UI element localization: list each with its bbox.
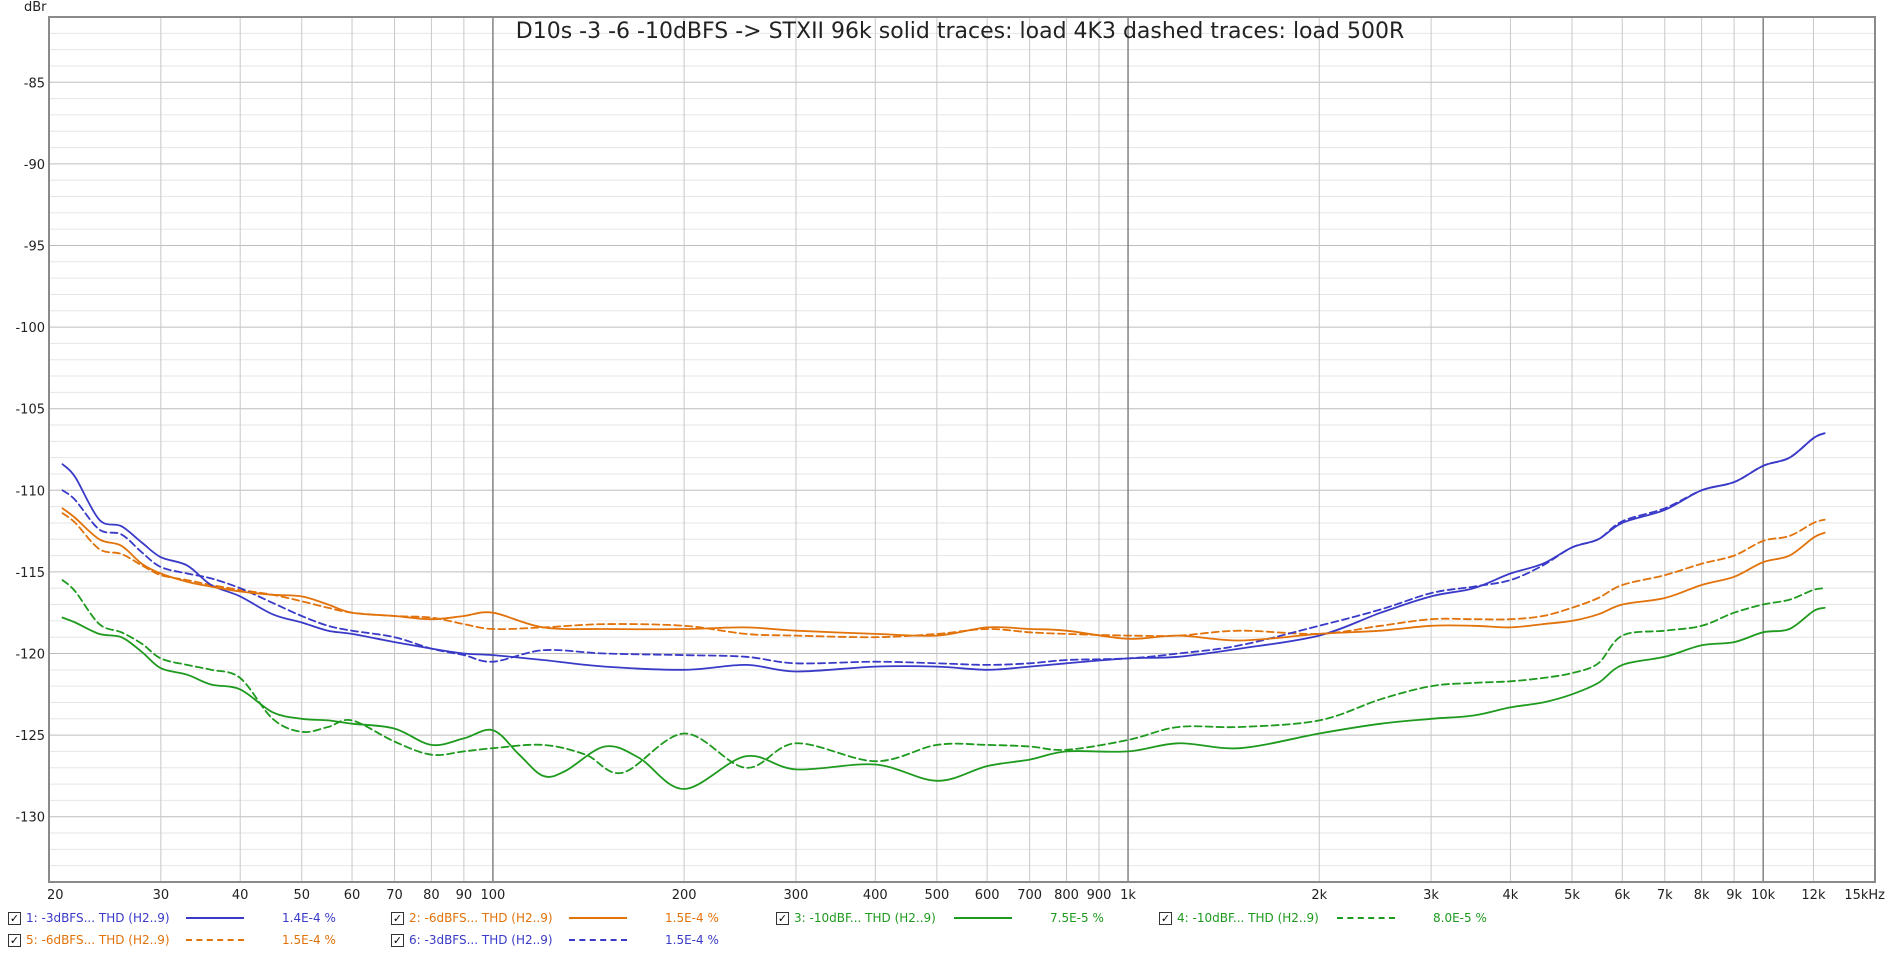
series-visibility-checkbox[interactable]: ✓ [776,911,789,925]
legend-series-value: 1.5E-4 % [282,933,336,947]
y-tick-label: -95 [24,239,45,254]
x-tick-label: 600 [975,888,1000,903]
series-line-4 [61,579,1826,775]
x-tick-label: 500 [924,888,949,903]
legend-series-label: 5: -6dBFS... THD (H2..9) [26,933,170,947]
y-axis-label: dBr [24,0,47,15]
legend-series-label: 4: -10dBF... THD (H2..9) [1177,911,1319,925]
y-tick-label: -90 [24,158,45,173]
series-line-2 [61,507,1826,642]
x-tick-label: 3k [1423,888,1439,903]
legend-series-label: 1: -3dBFS... THD (H2..9) [26,911,170,925]
legend-series-value: 1.4E-4 % [282,911,336,925]
x-tick-label: 15kHz [1844,888,1885,903]
grid-layer [49,16,1875,883]
x-tick-label: 70 [386,888,403,903]
x-tick-label: 90 [456,888,473,903]
legend-series-label: 3: -10dBF... THD (H2..9) [794,911,936,925]
legend-line-swatch [186,939,244,941]
y-tick-label: -115 [15,566,45,581]
series-visibility-checkbox[interactable]: ✓ [391,933,404,947]
x-tick-label: 80 [423,888,440,903]
series-line-5 [61,512,1826,639]
series-visibility-checkbox[interactable]: ✓ [8,911,21,925]
legend-line-swatch [954,917,1012,919]
x-tick-label: 40 [232,888,249,903]
legend-series-label: 2: -6dBFS... THD (H2..9) [409,911,553,925]
legend: ✓ 1: -3dBFS... THD (H2..9) 1.4E-4 % ✓ 2: -6d… [0,908,1900,954]
x-tick-label: 10k [1751,888,1776,903]
chart-title: D10s -3 -6 -10dBFS -> STXII 96k solid tr… [516,19,1404,44]
x-tick-label: 60 [344,888,361,903]
y-tick-label: -100 [15,321,45,336]
legend-item: ✓ 3: -10dBF... THD (H2..9) 7.5E-5 % [776,908,1120,928]
x-tick-label: 7k [1657,888,1673,903]
y-tick-label: -105 [15,403,45,418]
series-line-3 [61,606,1826,790]
x-tick-label: 1k [1120,888,1136,903]
legend-line-swatch [1337,917,1395,919]
legend-line-swatch [569,939,627,941]
x-tick-label: 100 [481,888,506,903]
x-axis-ticks: 20 30 40 50 60 70 80 90 100 200 300 400 500 600 700 800… [47,888,1885,903]
legend-line-swatch [569,917,627,919]
x-tick-label: 8k [1694,888,1710,903]
legend-line-swatch [186,917,244,919]
x-tick-label: 12k [1801,888,1826,903]
y-axis-ticks: -85 -90 -95 -100 -105 -110 -115 -120 -125 -130 [15,76,45,825]
y-tick-label: -85 [24,76,45,91]
legend-item: ✓ 6: -3dBFS... THD (H2..9) 1.5E-4 % [391,930,735,950]
y-tick-label: -125 [15,729,45,744]
series-visibility-checkbox[interactable]: ✓ [8,933,21,947]
legend-item: ✓ 5: -6dBFS... THD (H2..9) 1.5E-4 % [8,930,352,950]
x-tick-label: 4k [1503,888,1519,903]
legend-series-value: 7.5E-5 % [1050,911,1104,925]
x-tick-label: 6k [1614,888,1630,903]
series-layer [61,432,1826,790]
x-tick-label: 800 [1054,888,1079,903]
legend-item: ✓ 1: -3dBFS... THD (H2..9) 1.4E-4 % [8,908,352,928]
x-tick-label: 200 [672,888,697,903]
x-tick-label: 700 [1017,888,1042,903]
series-visibility-checkbox[interactable]: ✓ [1159,911,1172,925]
y-tick-label: -120 [15,648,45,663]
x-tick-label: 5k [1564,888,1580,903]
x-tick-label: 2k [1311,888,1327,903]
x-tick-label: 400 [863,888,888,903]
x-tick-label: 50 [293,888,310,903]
x-tick-label: 30 [153,888,170,903]
plot-frame [48,16,1876,883]
x-tick-label: 900 [1087,888,1112,903]
y-tick-label: -110 [15,484,45,499]
legend-item: ✓ 4: -10dBF... THD (H2..9) 8.0E-5 % [1159,908,1503,928]
series-visibility-checkbox[interactable]: ✓ [391,911,404,925]
legend-series-label: 6: -3dBFS... THD (H2..9) [409,933,553,947]
x-tick-label: 20 [47,888,64,903]
x-tick-label: 9k [1726,888,1742,903]
x-tick-label: 300 [784,888,809,903]
legend-series-value: 1.5E-4 % [665,933,719,947]
legend-item: ✓ 2: -6dBFS... THD (H2..9) 1.5E-4 % [391,908,735,928]
y-tick-label: -130 [15,811,45,826]
legend-series-value: 1.5E-4 % [665,911,719,925]
series-line-1 [61,432,1826,673]
legend-series-value: 8.0E-5 % [1433,911,1487,925]
